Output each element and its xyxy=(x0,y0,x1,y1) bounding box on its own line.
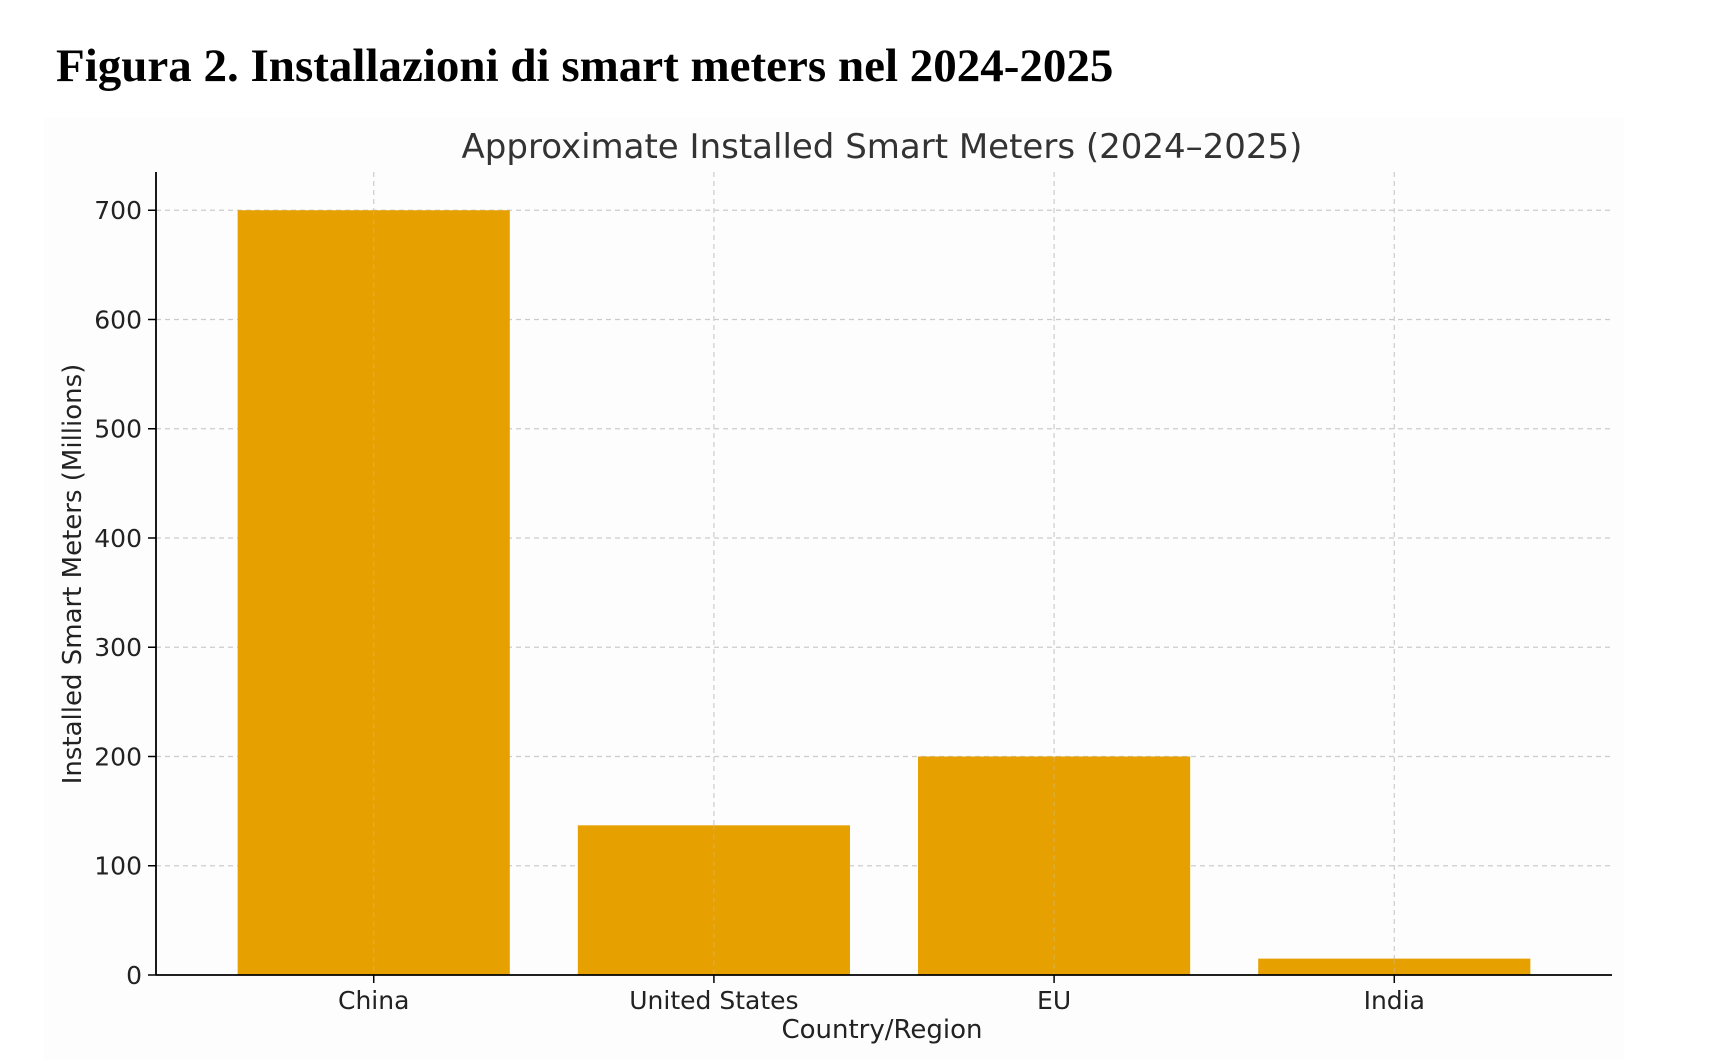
y-tick-label: 700 xyxy=(94,196,142,225)
y-tick-label: 0 xyxy=(126,961,142,990)
x-tick-label: India xyxy=(1364,986,1425,1015)
y-tick-label: 400 xyxy=(94,524,142,553)
x-tick-label: China xyxy=(338,986,409,1015)
tick-labels: 0 100 200 300 400 500 600 700 China United States… xyxy=(94,196,1425,1015)
y-tick-label: 200 xyxy=(94,742,142,771)
axes xyxy=(148,172,1612,983)
bar-india xyxy=(1258,958,1531,975)
x-tick-label: United States xyxy=(629,986,798,1015)
y-tick-label: 100 xyxy=(94,852,142,881)
y-axis-label: Installed Smart Meters (Millions) xyxy=(58,364,88,785)
bars xyxy=(237,210,1531,975)
chart-title: Approximate Installed Smart Meters (2024… xyxy=(462,127,1303,167)
x-axis-label: Country/Region xyxy=(781,1015,982,1045)
y-tick-label: 300 xyxy=(94,633,142,662)
y-tick-label: 500 xyxy=(94,415,142,444)
y-tick-label: 600 xyxy=(94,305,142,334)
x-tick-label: EU xyxy=(1037,986,1071,1015)
figure-heading: Figura 2. Installazioni di smart meters … xyxy=(56,40,1114,92)
